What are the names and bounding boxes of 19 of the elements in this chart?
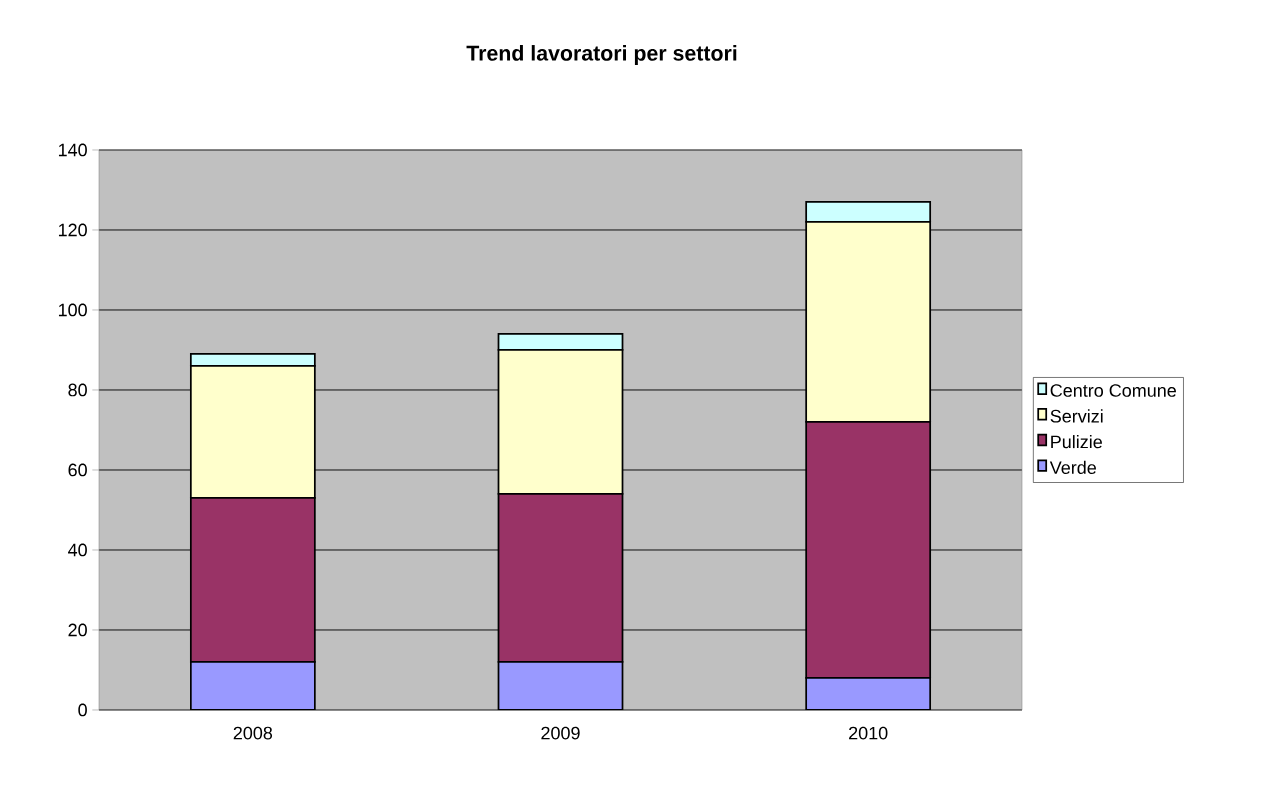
y-tick-label: 60 xyxy=(68,463,87,477)
legend-label: Centro Comune xyxy=(1050,384,1176,397)
y-tick-label: 100 xyxy=(58,303,87,317)
chart-title: Trend lavoratori per settori xyxy=(466,45,737,65)
y-tick-label: 80 xyxy=(68,383,87,397)
bar xyxy=(189,661,316,710)
legend-label: Verde xyxy=(1049,460,1096,474)
x-tick-label: 2009 xyxy=(541,726,580,740)
y-tick-label: 140 xyxy=(58,143,87,157)
y-tick-label: 0 xyxy=(78,703,87,717)
x-tick-label: 2008 xyxy=(233,726,273,740)
y-tick-label: 120 xyxy=(58,223,87,237)
legend-label: Servizi xyxy=(1050,409,1103,423)
y-tick-label: 40 xyxy=(68,543,87,557)
bar xyxy=(805,677,932,710)
legend-label: Pulizie xyxy=(1051,435,1102,449)
x-tick-label: 2010 xyxy=(849,726,888,740)
y-tick-label: 20 xyxy=(68,623,87,637)
bar xyxy=(497,661,624,710)
